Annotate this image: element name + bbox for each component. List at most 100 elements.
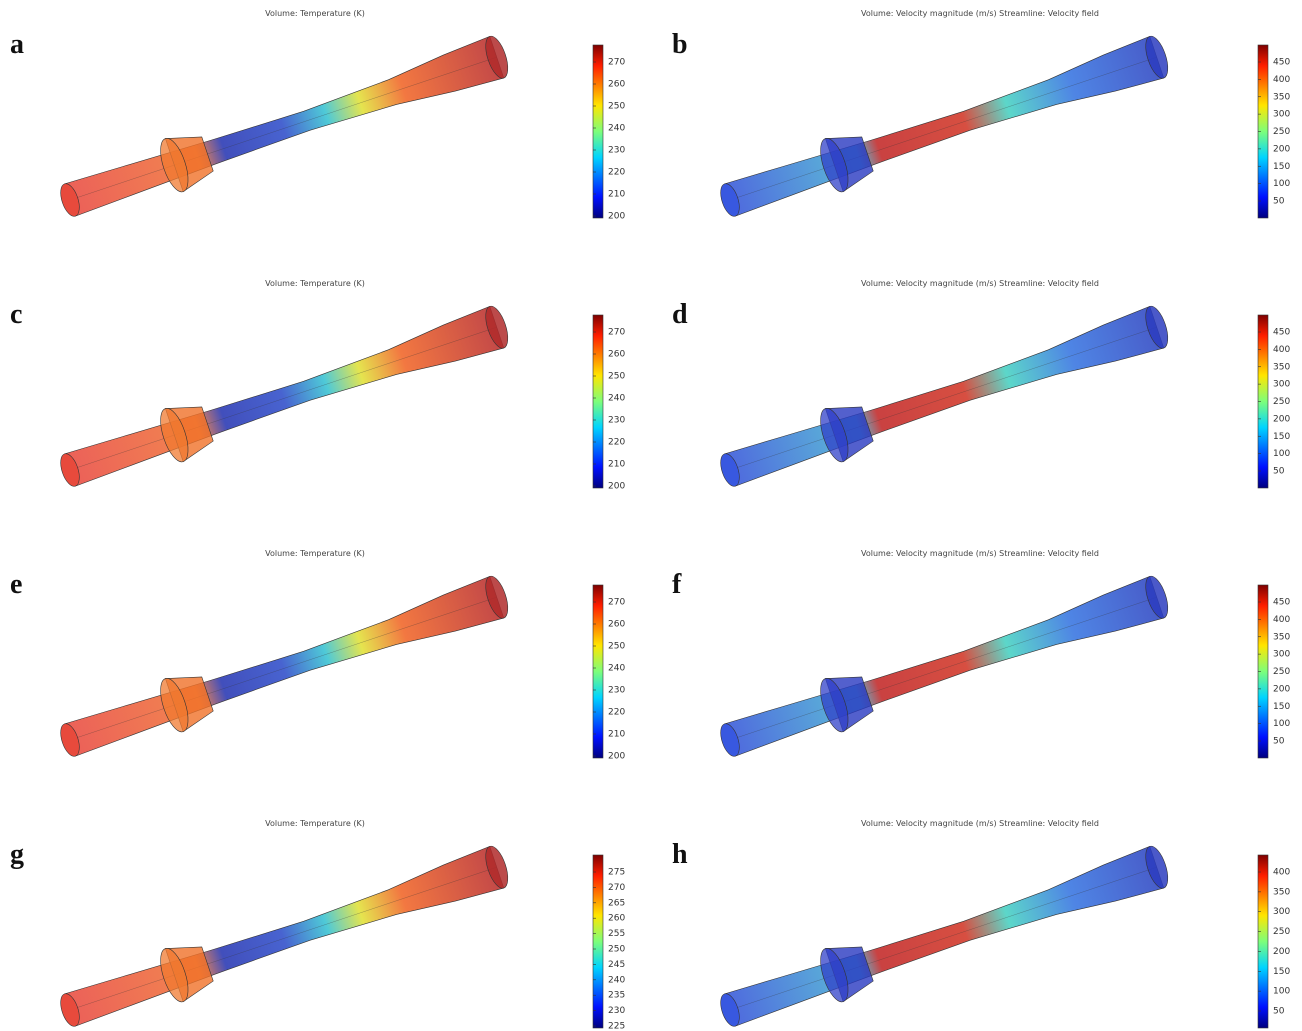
tube-axis	[70, 867, 497, 1010]
tube	[54, 838, 515, 1031]
tube-axis	[730, 57, 1157, 200]
tube-axis	[730, 597, 1157, 740]
colorbar-tick-label: 200	[1273, 144, 1290, 154]
colorbar-tick-label: 250	[608, 102, 625, 112]
panel-title: Volume: Velocity magnitude (m/s) Streaml…	[861, 549, 1099, 558]
colorbar-tick-label: 260	[608, 620, 625, 630]
colorbar-tick-label: 275	[608, 868, 625, 878]
colorbar-tick-label: 210	[608, 730, 625, 740]
panel-letter: e	[10, 569, 22, 600]
colorbar-tick-label: 350	[1273, 632, 1290, 642]
panel-letter: d	[672, 299, 688, 330]
panel-letter: h	[672, 839, 688, 870]
colorbar	[593, 585, 603, 758]
colorbar-tick-label: 300	[1273, 110, 1290, 120]
colorbar-tick-label: 250	[1273, 397, 1290, 407]
colorbar-tick-label: 230	[608, 416, 625, 426]
tube	[54, 28, 515, 229]
colorbar-tick-label: 200	[608, 482, 625, 492]
colorbar-tick-label: 450	[1273, 598, 1290, 608]
colorbar-tick-label: 200	[608, 212, 625, 222]
colorbar-tick-label: 100	[1273, 179, 1290, 189]
tube	[714, 568, 1175, 769]
colorbar-tick-label: 245	[608, 960, 625, 970]
colorbar-tick-label: 230	[608, 1006, 625, 1016]
tube-axis	[730, 327, 1157, 470]
panel-letter: a	[10, 29, 24, 60]
tube-axis	[70, 57, 497, 200]
colorbar-tick-label: 150	[1273, 162, 1290, 172]
panel: Volume: Temperature (K)a2002102202302402…	[10, 9, 625, 229]
colorbar	[593, 45, 603, 218]
colorbar	[593, 315, 603, 488]
colorbar	[1258, 855, 1268, 1028]
tube	[714, 838, 1175, 1031]
panel: Volume: Temperature (K)g2252302352402452…	[10, 819, 625, 1031]
colorbar-tick-label: 270	[608, 58, 625, 68]
tube	[54, 568, 515, 769]
panel-letter: b	[672, 29, 688, 60]
colorbar-tick-label: 150	[1273, 702, 1290, 712]
colorbar-tick-label: 220	[608, 438, 625, 448]
panel: Volume: Velocity magnitude (m/s) Streaml…	[672, 279, 1290, 499]
colorbar-tick-label: 220	[608, 708, 625, 718]
colorbar-tick-label: 210	[608, 460, 625, 470]
colorbar-tick-label: 250	[608, 945, 625, 955]
panel-letter: g	[10, 839, 24, 870]
panel-letter: c	[10, 299, 22, 330]
colorbar-tick-label: 200	[1273, 684, 1290, 694]
colorbar-tick-label: 150	[1273, 967, 1290, 977]
colorbar-tick-label: 230	[608, 686, 625, 696]
colorbar-tick-label: 100	[1273, 719, 1290, 729]
colorbar-tick-label: 270	[608, 883, 625, 893]
colorbar-tick-label: 250	[1273, 127, 1290, 137]
colorbar-tick-label: 400	[1273, 75, 1290, 85]
panel: Volume: Velocity magnitude (m/s) Streaml…	[672, 549, 1290, 769]
colorbar-tick-label: 150	[1273, 432, 1290, 442]
panel-title: Volume: Velocity magnitude (m/s) Streaml…	[861, 279, 1099, 288]
colorbar-tick-label: 350	[1273, 362, 1290, 372]
colorbar-tick-label: 260	[608, 80, 625, 90]
colorbar-tick-label: 300	[1273, 380, 1290, 390]
colorbar-tick-label: 220	[608, 168, 625, 178]
colorbar-tick-label: 270	[608, 328, 625, 338]
figure: Volume: Temperature (K) a 200 210 220 230 240 2…	[0, 0, 1302, 1031]
colorbar-tick-label: 225	[608, 1022, 625, 1031]
panel-letter: f	[672, 569, 682, 600]
colorbar-tick-label: 200	[1273, 947, 1290, 957]
colorbar-tick-label: 250	[608, 642, 625, 652]
tube-axis	[70, 597, 497, 740]
tube	[714, 28, 1175, 229]
colorbar-tick-label: 250	[608, 372, 625, 382]
colorbar-tick-label: 270	[608, 598, 625, 608]
colorbar-tick-label: 250	[1273, 927, 1290, 937]
panel: Volume: Temperature (K)e2002102202302402…	[10, 549, 625, 769]
colorbar-tick-label: 240	[608, 664, 625, 674]
colorbar	[593, 855, 603, 1028]
tube	[54, 298, 515, 499]
colorbar-tick-label: 450	[1273, 58, 1290, 68]
panel-title: Volume: Temperature (K)	[265, 819, 365, 828]
colorbar-tick-label: 200	[608, 752, 625, 762]
colorbar-tick-label: 350	[1273, 887, 1290, 897]
colorbar-tick-label: 50	[1273, 467, 1285, 477]
tube-axis	[70, 327, 497, 470]
colorbar-tick-label: 250	[1273, 667, 1290, 677]
colorbar-tick-label: 255	[608, 929, 625, 939]
colorbar-tick-label: 260	[608, 914, 625, 924]
colorbar-tick-label: 100	[1273, 449, 1290, 459]
panel-title: Volume: Temperature (K)	[265, 9, 365, 18]
colorbar-tick-label: 300	[1273, 907, 1290, 917]
colorbar-tick-label: 200	[1273, 414, 1290, 424]
colorbar-tick-label: 450	[1273, 328, 1290, 338]
panel-title: Volume: Velocity magnitude (m/s) Streaml…	[861, 9, 1099, 18]
panel: Volume: Velocity magnitude (m/s) Streaml…	[672, 9, 1290, 229]
colorbar-tick-label: 230	[608, 146, 625, 156]
colorbar-tick-label: 300	[1273, 650, 1290, 660]
colorbar-tick-label: 210	[608, 190, 625, 200]
colorbar-tick-label: 240	[608, 394, 625, 404]
colorbar-tick-label: 235	[608, 991, 625, 1001]
colorbar-tick-label: 260	[608, 350, 625, 360]
panel-title: Volume: Velocity magnitude (m/s) Streaml…	[861, 819, 1099, 828]
colorbar-tick-label: 400	[1273, 345, 1290, 355]
